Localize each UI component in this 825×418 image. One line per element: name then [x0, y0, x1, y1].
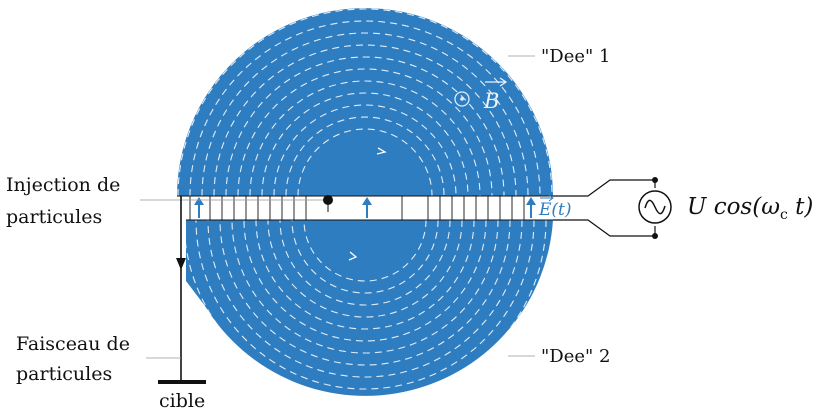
dee-1-label: "Dee" 1	[541, 46, 610, 67]
ac-source-icon	[638, 190, 672, 224]
trajectory-arrow-bottom	[348, 251, 358, 261]
injection-label-line1: Injection de	[6, 174, 120, 196]
trajectory-arc	[213, 44, 517, 197]
terminal-bottom	[652, 233, 658, 239]
terminal-top	[652, 177, 658, 183]
trajectory-arc	[291, 220, 439, 294]
trajectory-arc	[273, 104, 457, 197]
field-arrow-right	[526, 197, 536, 218]
field-arrow-left	[194, 197, 204, 218]
trajectory-arc	[207, 220, 523, 378]
beam-label-line2: particules	[16, 363, 112, 385]
magnetic-field-symbol	[454, 77, 508, 107]
trajectory-arc	[186, 220, 547, 396]
beam-arrowhead	[176, 258, 186, 270]
lead-upper	[553, 179, 656, 197]
trajectory-arc	[255, 220, 475, 330]
trajectory-arc	[303, 220, 427, 282]
trajectory-arc	[189, 20, 541, 197]
target-label: cible	[159, 390, 205, 412]
voltage-label: U cos(ωc t)	[687, 194, 813, 223]
trajectory-arc	[297, 128, 433, 197]
particle-source-dot	[323, 195, 333, 205]
electric-field-label: E(t)	[538, 200, 572, 220]
trajectory-arc	[249, 80, 481, 197]
trajectory-arc	[195, 220, 535, 390]
trajectory-arrow-top	[376, 147, 387, 155]
electric-field-vector-bar	[540, 194, 554, 202]
dee-1	[177, 8, 553, 197]
trajectory-arc	[285, 116, 445, 197]
trajectory-arc	[177, 8, 553, 197]
magnetic-field-label: B	[483, 89, 499, 113]
trajectory-arc	[219, 220, 511, 366]
injection-label-line2: particules	[6, 206, 102, 228]
trajectory-arc	[261, 92, 469, 197]
field-arrow-center	[362, 197, 372, 218]
trajectory-arc	[231, 220, 499, 354]
trajectory-arc	[267, 220, 463, 318]
dee-2	[186, 220, 553, 396]
trajectory-arc	[201, 32, 529, 197]
trajectory-arc	[279, 220, 451, 306]
trajectory-dee-2	[186, 220, 553, 396]
lead-lower	[553, 219, 656, 237]
dee-2-label: "Dee" 2	[541, 346, 610, 367]
trajectory-arc	[225, 56, 505, 197]
trajectory-arc	[237, 68, 493, 197]
beam-label-line1: Faisceau de	[16, 333, 130, 355]
